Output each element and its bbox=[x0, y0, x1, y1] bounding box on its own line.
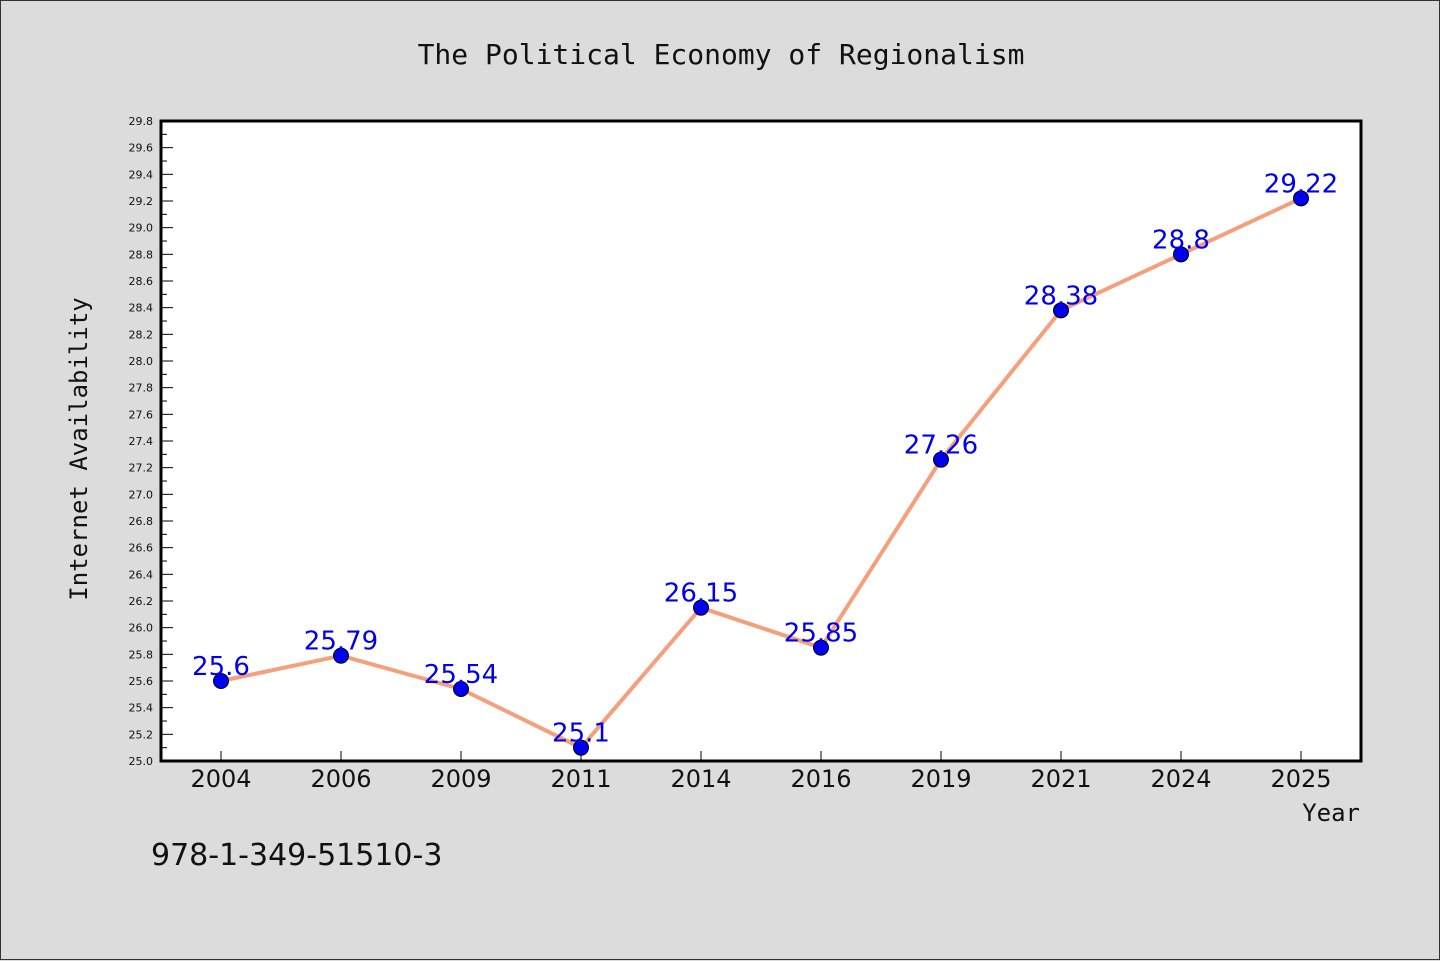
x-tick-label: 2016 bbox=[790, 765, 851, 793]
x-tick-label: 2019 bbox=[910, 765, 971, 793]
data-point bbox=[453, 681, 469, 697]
data-label: 27.26 bbox=[904, 431, 978, 461]
x-tick-label: 2009 bbox=[430, 765, 491, 793]
y-tick-label: 25.8 bbox=[129, 648, 154, 661]
y-tick-label: 29.8 bbox=[129, 115, 154, 128]
y-tick-label: 25.2 bbox=[129, 728, 154, 741]
data-point bbox=[693, 599, 709, 616]
data-label: 25.6 bbox=[192, 652, 250, 682]
y-tick-label: 29.0 bbox=[129, 222, 154, 235]
y-tick-label: 26.6 bbox=[129, 542, 154, 555]
data-label: 25.54 bbox=[424, 660, 498, 690]
x-tick-label: 2024 bbox=[1150, 765, 1211, 793]
x-tick-label: 2011 bbox=[550, 765, 611, 793]
y-tick-label: 27.8 bbox=[129, 382, 154, 395]
y-tick-label: 29.6 bbox=[129, 142, 154, 155]
y-tick-label: 27.2 bbox=[129, 462, 154, 475]
y-tick-label: 27.6 bbox=[129, 408, 154, 421]
y-tick-label: 28.8 bbox=[129, 248, 154, 261]
data-point bbox=[1293, 190, 1309, 207]
data-point bbox=[1173, 246, 1189, 263]
data-label: 25.85 bbox=[784, 619, 858, 649]
x-tick-label: 2025 bbox=[1270, 765, 1331, 793]
chart-title: The Political Economy of Regionalism bbox=[418, 38, 1025, 71]
data-label: 28.8 bbox=[1152, 225, 1210, 255]
x-axis-label: Year bbox=[1302, 799, 1360, 827]
data-point bbox=[573, 739, 589, 756]
y-tick-label: 26.8 bbox=[129, 515, 154, 528]
y-tick-label: 25.4 bbox=[129, 702, 154, 715]
y-tick-label: 29.4 bbox=[129, 168, 154, 181]
data-point bbox=[813, 639, 829, 656]
y-tick-label: 26.0 bbox=[129, 622, 154, 635]
data-label: 25.79 bbox=[304, 627, 378, 657]
y-tick-label: 29.2 bbox=[129, 195, 154, 208]
series-line bbox=[220, 196, 1302, 750]
y-tick-label: 27.4 bbox=[129, 435, 154, 448]
data-label: 26.15 bbox=[664, 579, 738, 609]
x-tick-label: 2021 bbox=[1030, 765, 1091, 793]
data-point bbox=[213, 673, 229, 689]
x-axis: 2004 2006 2009 2011 2014 2016 2019 2021 2024 2025 bbox=[190, 751, 1332, 793]
y-tick-label: 28.0 bbox=[129, 355, 154, 368]
data-label: 29.22 bbox=[1264, 169, 1338, 199]
data-label: 28.38 bbox=[1024, 281, 1098, 311]
y-tick-label: 28.2 bbox=[129, 328, 154, 341]
x-tick-label: 2014 bbox=[670, 765, 731, 793]
y-tick-label: 25.0 bbox=[129, 755, 154, 768]
data-point bbox=[333, 647, 349, 664]
x-tick-label: 2006 bbox=[310, 765, 371, 793]
y-tick-label: 25.6 bbox=[129, 675, 154, 688]
plot-area bbox=[159, 119, 1363, 763]
y-axis: 25.0 25.2 25.4 25.6 25.8 26.0 26.2 26.4 26.6 26.8… bbox=[129, 115, 173, 768]
y-tick-label: 26.4 bbox=[129, 568, 154, 581]
y-tick-label: 28.6 bbox=[129, 275, 154, 288]
series: 25.6 25.79 25.54 25.1 26.15 25.85 27.26 28.38 28… bbox=[192, 169, 1338, 756]
isbn-text: 978-1-349-51510-3 bbox=[151, 838, 442, 873]
data-point bbox=[1053, 302, 1069, 319]
data-point bbox=[933, 451, 949, 468]
x-tick-label: 2004 bbox=[190, 765, 251, 793]
data-label: 25.1 bbox=[552, 719, 610, 749]
y-tick-label: 27.0 bbox=[129, 488, 154, 501]
y-tick-label: 26.2 bbox=[129, 595, 154, 608]
y-tick-label: 28.4 bbox=[129, 302, 154, 315]
y-axis-label: Internet Availability bbox=[65, 297, 93, 600]
